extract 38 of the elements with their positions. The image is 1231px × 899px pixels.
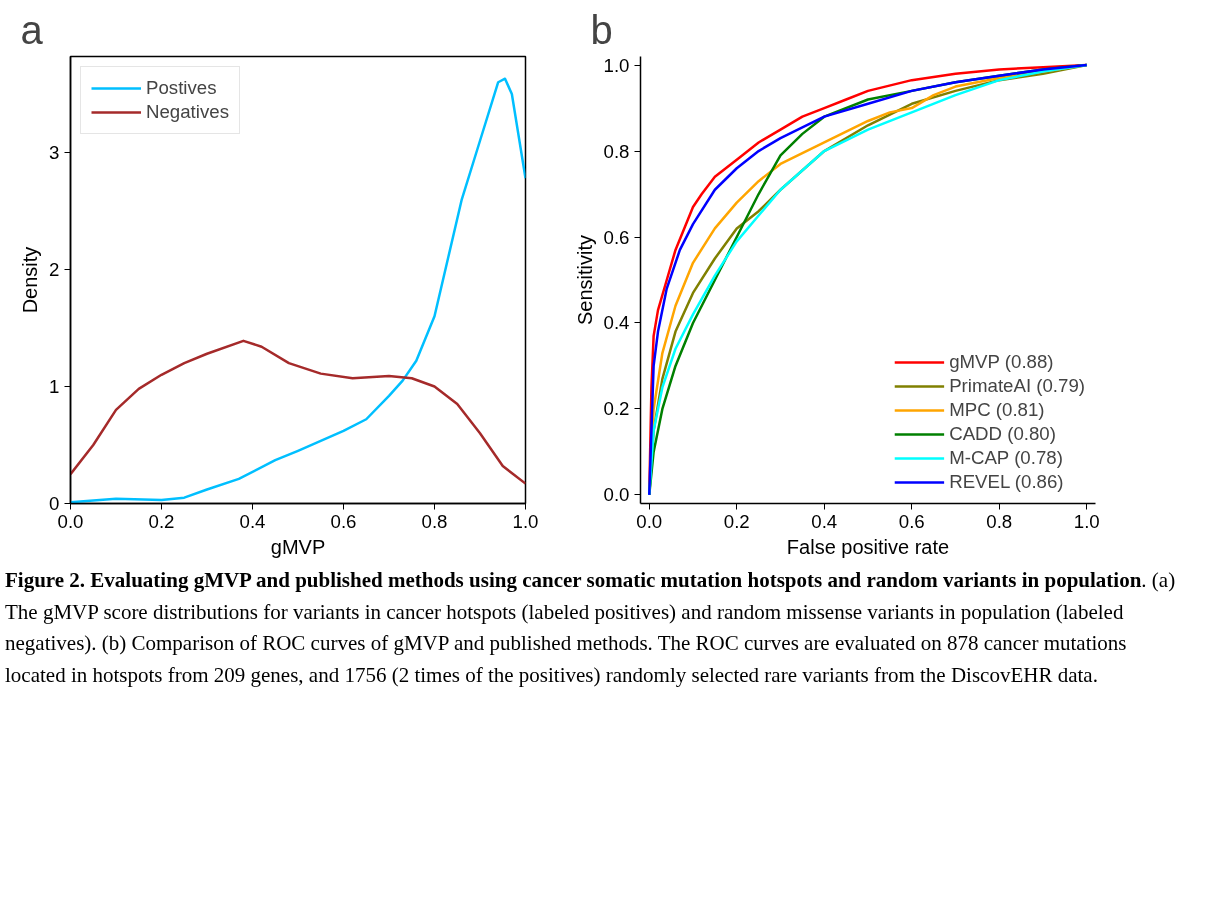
y-tick-label: 0	[49, 493, 60, 514]
line-series	[648, 63, 1088, 497]
x-tick-label: 1.0	[512, 510, 539, 532]
legend-label: Postives	[146, 77, 217, 99]
x-tick-label: 0.0	[636, 510, 663, 532]
legend-label: CADD (0.80)	[949, 423, 1056, 445]
legend-label: PrimateAI (0.79)	[949, 375, 1085, 397]
y-tick-label: 1.0	[603, 54, 630, 76]
x-tick-label: 0.6	[898, 510, 925, 532]
x-axis-title: False positive rate	[786, 535, 950, 558]
x-tick-label: 0.2	[723, 510, 750, 532]
y-tick-label: 0.8	[603, 140, 630, 162]
y-tick-label: 0.6	[603, 226, 630, 248]
x-tick-label: 0.4	[239, 510, 266, 532]
x-tick-label: 0.4	[811, 510, 838, 532]
y-tick-label: 0.4	[603, 312, 630, 334]
y-tick-label: 0.2	[603, 398, 630, 420]
legend-label: Negatives	[146, 101, 229, 123]
x-tick-label: 1.0	[1073, 510, 1100, 532]
y-axis-title: Density	[19, 246, 42, 314]
chart-title: a	[20, 7, 44, 52]
x-tick-label: 0.8	[986, 510, 1013, 532]
legend-label: MPC (0.81)	[949, 399, 1045, 421]
legend-label: gMVP (0.88)	[949, 351, 1054, 373]
legend-label: REVEL (0.86)	[949, 471, 1064, 493]
chart-title: b	[590, 7, 613, 52]
legend-label: M-CAP (0.78)	[949, 447, 1063, 469]
x-axis-title: gMVP	[270, 535, 326, 558]
y-tick-label: 1	[49, 375, 60, 397]
y-tick-label: 3	[49, 141, 60, 163]
y-axis-title: Sensitivity	[573, 234, 596, 326]
line-series	[70, 339, 526, 485]
caption: Figure 2. Evaluating gMVP and published methods using cancer somatic mutation hotspots and random variants in population	[5, 568, 1142, 592]
y-tick-label: 2	[49, 258, 60, 280]
x-tick-label: 0.2	[148, 510, 175, 532]
x-tick-label: 0.6	[330, 510, 357, 532]
x-tick-label: 0.8	[421, 510, 448, 532]
y-tick-label: 0.0	[603, 484, 630, 506]
